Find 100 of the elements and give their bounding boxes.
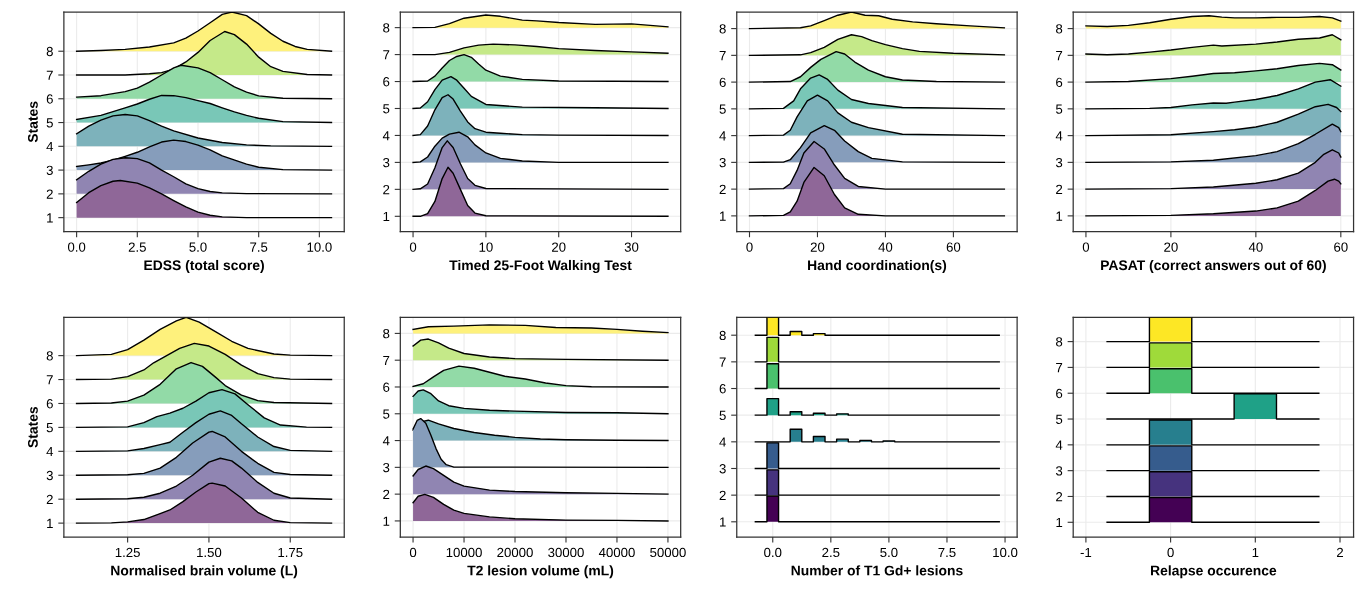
y-tick-label: 5 bbox=[46, 423, 53, 433]
y-tick-label: 3 bbox=[719, 157, 726, 168]
x-tick-label: 2 bbox=[1337, 547, 1344, 557]
y-tick-label: 3 bbox=[46, 470, 53, 481]
x-tick-label: 0.0 bbox=[67, 242, 86, 252]
y-tick-label: 8 bbox=[1056, 24, 1063, 34]
y-tick-label: 3 bbox=[1055, 466, 1063, 476]
y-tick-label: 8 bbox=[383, 328, 390, 339]
x-tick-label: 30000 bbox=[548, 547, 584, 558]
x-tick-label: 0 bbox=[1082, 242, 1090, 252]
x-tick-label: 40000 bbox=[598, 547, 635, 558]
y-tick-label: 3 bbox=[719, 464, 726, 474]
y-tick-label: 7 bbox=[383, 355, 390, 365]
x-tick-label: 60 bbox=[1334, 242, 1348, 252]
y-tick-label: 6 bbox=[719, 77, 726, 88]
x-tick-label: 10000 bbox=[446, 547, 482, 558]
y-tick-label: 2 bbox=[383, 489, 390, 499]
y-tick-label: 3 bbox=[383, 462, 390, 473]
x-tick-label: 0 bbox=[746, 242, 753, 252]
x-tick-label: 20000 bbox=[497, 547, 533, 558]
y-tick-label: 8 bbox=[719, 330, 726, 341]
y-tick-label: 1 bbox=[1056, 211, 1063, 221]
x-tick-label: 0 bbox=[1167, 547, 1174, 558]
y-tick-label: 6 bbox=[1056, 388, 1063, 399]
x-tick-label: 20 bbox=[1164, 242, 1178, 252]
y-tick-label: 8 bbox=[719, 24, 726, 34]
y-tick-label: 2 bbox=[719, 184, 726, 194]
y-tick-label: 8 bbox=[383, 23, 390, 33]
y-tick-label: 4 bbox=[382, 436, 390, 446]
x-tick-label: 40 bbox=[1248, 242, 1263, 252]
x-axis-title: PASAT (correct answers out of 60) bbox=[1101, 259, 1326, 273]
x-tick-label: 1.75 bbox=[278, 547, 303, 558]
x-tick-label: 1.50 bbox=[197, 547, 222, 558]
y-tick-label: 2 bbox=[46, 189, 53, 199]
x-tick-label: 60 bbox=[946, 242, 961, 252]
y-tick-label: 6 bbox=[1056, 77, 1063, 88]
x-tick-label: 0 bbox=[409, 547, 417, 558]
y-axis-title: States bbox=[27, 101, 38, 143]
y-tick-label: 2 bbox=[1056, 184, 1063, 194]
y-tick-label: 1 bbox=[1056, 517, 1063, 528]
x-tick-label: 10.0 bbox=[307, 242, 332, 252]
y-tick-label: 5 bbox=[383, 104, 390, 114]
x-tick-label: 5.0 bbox=[189, 242, 207, 252]
x-tick-label: 5.0 bbox=[880, 547, 898, 558]
y-tick-label: 8 bbox=[46, 351, 53, 361]
y-tick-label: 8 bbox=[1056, 337, 1063, 347]
x-tick-label: 40 bbox=[878, 242, 893, 252]
y-tick-label: 3 bbox=[1055, 157, 1063, 168]
y-tick-label: 5 bbox=[1055, 104, 1063, 114]
y-tick-label: 1 bbox=[47, 518, 53, 528]
x-tick-label: 50000 bbox=[650, 547, 686, 558]
x-tick-label: 10.0 bbox=[993, 547, 1018, 558]
x-tick-label: -1 bbox=[1080, 547, 1092, 557]
x-tick-label: 30 bbox=[624, 242, 639, 252]
y-tick-label: 5 bbox=[1055, 414, 1063, 424]
x-axis-title: EDSS (total score) bbox=[144, 259, 264, 273]
y-tick-label: 5 bbox=[719, 104, 726, 114]
y-tick-label: 8 bbox=[46, 46, 53, 57]
y-tick-label: 1 bbox=[720, 517, 726, 527]
y-tick-label: 7 bbox=[46, 70, 53, 80]
y-tick-label: 5 bbox=[383, 409, 390, 419]
x-tick-label: 2.5 bbox=[822, 547, 840, 558]
x-tick-label: 1 bbox=[1252, 547, 1259, 557]
y-tick-label: 1 bbox=[383, 516, 390, 526]
y-tick-label: 7 bbox=[46, 375, 53, 385]
y-tick-label: 2 bbox=[1056, 492, 1063, 502]
x-tick-label: 0 bbox=[409, 242, 417, 252]
y-tick-label: 5 bbox=[46, 118, 53, 128]
y-tick-label: 7 bbox=[1056, 363, 1063, 373]
y-tick-label: 1 bbox=[383, 212, 390, 222]
y-tick-label: 4 bbox=[1055, 440, 1063, 450]
x-tick-label: 7.5 bbox=[938, 547, 956, 558]
y-tick-label: 6 bbox=[719, 384, 726, 394]
y-axis-title: States bbox=[27, 406, 38, 448]
y-tick-label: 7 bbox=[719, 51, 726, 61]
y-tick-label: 4 bbox=[46, 142, 54, 152]
y-tick-label: 4 bbox=[46, 447, 54, 457]
x-tick-label: 10 bbox=[479, 242, 493, 252]
x-axis-title: Relapse occurence bbox=[1151, 565, 1277, 579]
y-tick-label: 4 bbox=[719, 131, 726, 141]
y-tick-label: 5 bbox=[719, 410, 726, 421]
x-tick-label: 2.5 bbox=[128, 242, 146, 252]
x-tick-label: 0.0 bbox=[764, 547, 782, 558]
x-axis-title: Timed 25-Foot Walking Test bbox=[449, 259, 632, 273]
x-axis-title: T2 lesion volume (mL) bbox=[467, 565, 614, 579]
y-tick-label: 6 bbox=[383, 77, 390, 87]
x-axis-title: Hand coordination(s) bbox=[808, 259, 947, 273]
x-tick-label: 20 bbox=[552, 242, 566, 252]
x-axis-title: Normalised brain volume (L) bbox=[111, 565, 298, 579]
x-tick-label: 20 bbox=[810, 242, 825, 252]
x-tick-label: 7.5 bbox=[250, 242, 268, 252]
y-tick-label: 7 bbox=[719, 357, 726, 367]
y-tick-label: 4 bbox=[719, 437, 726, 447]
y-tick-label: 1 bbox=[47, 213, 53, 223]
y-tick-label: 2 bbox=[46, 494, 53, 504]
y-tick-label: 7 bbox=[1056, 51, 1063, 61]
y-tick-label: 4 bbox=[382, 131, 390, 141]
y-tick-label: 7 bbox=[383, 50, 390, 60]
y-tick-label: 6 bbox=[383, 382, 390, 392]
y-tick-label: 3 bbox=[46, 165, 53, 175]
